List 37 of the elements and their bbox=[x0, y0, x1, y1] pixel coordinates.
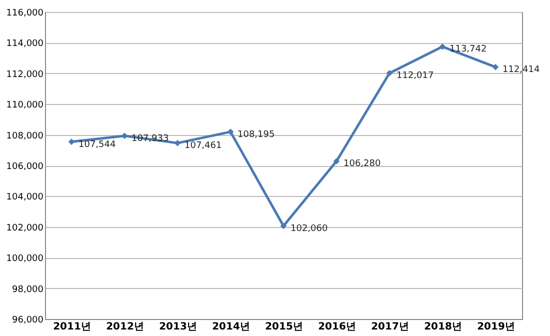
y-tick-label: 110,000 bbox=[6, 100, 44, 111]
x-tick-label: 2016년 bbox=[318, 322, 356, 332]
y-tick-label: 106,000 bbox=[6, 162, 44, 172]
point bbox=[121, 132, 128, 139]
x-tick-label: 2018년 bbox=[424, 322, 462, 332]
y-tick-label: 108,000 bbox=[6, 131, 44, 142]
data-label: 107,544 bbox=[78, 140, 116, 150]
data-label: 112,017 bbox=[396, 71, 434, 82]
point bbox=[492, 64, 499, 70]
point bbox=[174, 140, 181, 146]
x-tick-label: 2012년 bbox=[106, 322, 144, 332]
x-tick-label: 2017년 bbox=[371, 322, 409, 332]
point bbox=[68, 138, 75, 145]
data-label: 106,280 bbox=[344, 159, 381, 170]
y-tick-label: 98,000 bbox=[12, 284, 44, 295]
data-label: 112,414 bbox=[502, 65, 540, 76]
x-tick-label: 2015년 bbox=[265, 322, 303, 332]
data-label: 102,060 bbox=[290, 224, 328, 234]
data-label: 107,461 bbox=[184, 141, 222, 152]
y-tick-label: 96,000 bbox=[12, 316, 44, 326]
point bbox=[227, 128, 234, 135]
x-tick-label: 2013년 bbox=[159, 322, 197, 332]
y-tick-label: 114,000 bbox=[6, 39, 44, 50]
x-tick-label: 2011년 bbox=[53, 322, 91, 332]
data-label: 113,742 bbox=[450, 44, 487, 55]
y-tick-label: 102,000 bbox=[6, 223, 44, 234]
y-tick-label: 100,000 bbox=[6, 254, 44, 264]
y-tick-label: 116,000 bbox=[6, 8, 44, 18]
y-tick-label: 112,000 bbox=[6, 70, 44, 80]
x-tick-label: 2014년 bbox=[212, 322, 250, 332]
point bbox=[280, 222, 287, 230]
y-tick-label: 104,000 bbox=[6, 192, 44, 203]
point bbox=[439, 44, 446, 50]
data-label: 108,195 bbox=[238, 130, 275, 140]
point bbox=[333, 158, 340, 164]
point bbox=[386, 70, 393, 76]
x-tick-label: 2019년 bbox=[477, 322, 515, 332]
